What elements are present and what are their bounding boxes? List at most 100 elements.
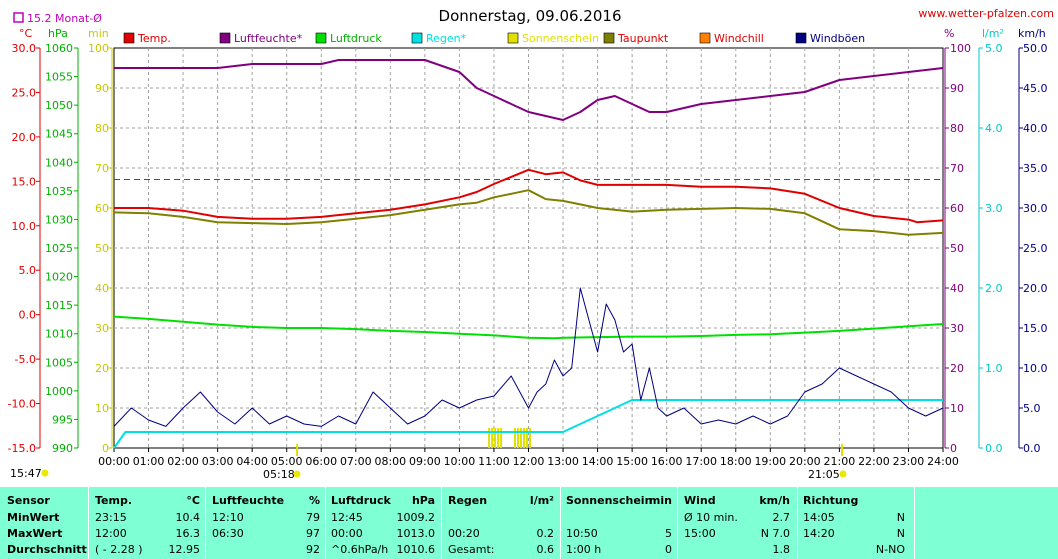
x-tick-label: 09:00	[409, 455, 441, 468]
summary-cell-temp-t: ( - 2.28 )	[95, 543, 143, 556]
minutes-axis-tick-label: 60	[95, 202, 109, 215]
legend-swatch	[411, 32, 423, 44]
unit-rain: l/m²	[982, 27, 1004, 40]
x-tick-label: 24:00	[927, 455, 959, 468]
summary-cell-hum-t: 12:10	[212, 511, 244, 524]
x-tick-label: 00:00	[98, 455, 130, 468]
summary-cell-temp-v: 10.4	[175, 511, 201, 524]
legend-swatch	[507, 32, 519, 44]
legend-label: Regen*	[426, 32, 467, 45]
pressure-axis-tick-label: 1050	[45, 99, 73, 112]
sunshine-bar	[528, 428, 531, 448]
summary-cell-dir-t: 14:05	[803, 511, 835, 524]
minutes-axis-tick-label: 80	[95, 122, 109, 135]
sun-icon	[41, 469, 49, 477]
minutes-axis-tick-label: 30	[95, 322, 109, 335]
series-line-humidity	[114, 59, 944, 121]
minutes-axis-tick-label: 0	[102, 442, 109, 455]
legend-swatch	[603, 32, 615, 44]
summary-cell-press-t: 00:00	[331, 527, 363, 540]
x-tick-label: 16:00	[651, 455, 683, 468]
summary-row-label: MaxWert	[7, 527, 63, 540]
summary-cell-dir-v: N	[896, 527, 905, 540]
temp-axis-tick-label: 20.0	[12, 131, 37, 144]
unit-humidity: %	[944, 27, 954, 40]
header-direction: Richtung	[803, 494, 859, 507]
x-tick-label: 11:00	[478, 455, 510, 468]
header-sunshine-unit: min	[648, 494, 672, 507]
summary-cell-wind-t: 15:00	[684, 527, 716, 540]
pressure-axis-tick-label: 1005	[45, 356, 73, 369]
header-rain-unit: l/m²	[529, 494, 554, 507]
pressure-axis-tick-label: 1060	[45, 42, 73, 55]
series-line-rain	[113, 399, 943, 449]
humidity-axis-tick-label: 70	[950, 162, 964, 175]
summary-cell-dir-v: N-NO	[875, 543, 905, 556]
humidity-axis-tick-label: 20	[950, 362, 964, 375]
pressure-axis-tick-label: 1020	[45, 271, 73, 284]
pressure-axis-tick-label: 1010	[45, 328, 73, 341]
summary-cell-dir-v: N	[896, 511, 905, 524]
x-tick-label: 17:00	[685, 455, 717, 468]
header-humidity-unit: %	[308, 494, 320, 507]
x-tick-label: 01:00	[133, 455, 165, 468]
summary-cell-sun-v: 5	[665, 527, 672, 540]
summary-cell-press-t: ^0.6hPa/h	[331, 543, 389, 556]
x-tick-label: 18:00	[720, 455, 752, 468]
summary-cell-press-v: 1009.2	[396, 511, 436, 524]
legend-label: Windböen	[810, 32, 865, 45]
wind-axis-tick-label: 45.0	[1023, 82, 1048, 95]
summary-cell-sun-t: 1:00 h	[566, 543, 602, 556]
legend-label: Sonnenschein	[522, 32, 599, 45]
summary-table: Sensor Temp. °C Luftfeuchte % Luftdruck …	[0, 487, 1058, 559]
header-humidity: Luftfeuchte	[212, 494, 285, 507]
summary-cell-wind-v: 2.7	[772, 511, 791, 524]
summary-cell-temp-v: 16.3	[175, 527, 201, 540]
temp-axis-tick-label: 5.0	[19, 264, 37, 277]
humidity-axis-tick-label: 50	[950, 242, 964, 255]
legend-label: Taupunkt	[617, 32, 669, 45]
legend-swatch	[219, 32, 231, 44]
humidity-axis-tick-label: 80	[950, 122, 964, 135]
pressure-axis-tick-label: 1025	[45, 242, 73, 255]
series-line-temp	[114, 168, 944, 224]
summary-cell-sun-t: 10:50	[566, 527, 598, 540]
summary-cell-sun-v: 0	[665, 543, 672, 556]
header-temp-unit: °C	[186, 494, 200, 507]
summary-cell-wind-v: 1.8	[772, 543, 791, 556]
pressure-axis-tick-label: 1035	[45, 185, 73, 198]
rain-axis-tick-label: 4.0	[985, 122, 1003, 135]
sunshine-bar	[519, 428, 522, 448]
x-tick-label: 21:00	[824, 455, 856, 468]
x-tick-label: 20:00	[789, 455, 821, 468]
wind-axis-tick-label: 5.0	[1023, 402, 1041, 415]
x-tick-label: 10:00	[444, 455, 476, 468]
legend-swatch	[123, 32, 135, 44]
header-temp: Temp.	[95, 494, 133, 507]
website-link[interactable]: www.wetter-pfalzen.com	[918, 7, 1054, 20]
summary-cell-rain-t: 00:20	[448, 527, 480, 540]
summary-row-label: MinWert	[7, 511, 60, 524]
header-sunshine: Sonnenschein	[566, 494, 653, 507]
minutes-axis-tick-label: 100	[88, 42, 109, 55]
summary-cell-wind-t: Ø 10 min.	[684, 511, 738, 524]
pressure-axis-tick-label: 1000	[45, 385, 73, 398]
summary-cell-wind-v: N 7.0	[760, 527, 790, 540]
legend: Temp. Luftfeuchte* Luftdruck Regen* Sonnensc…	[123, 32, 865, 45]
wind-axis-tick-label: 10.0	[1023, 362, 1048, 375]
x-tick-label: 03:00	[202, 455, 234, 468]
current-time-label: 15:47	[10, 467, 42, 480]
rain-axis-tick-label: 0.0	[985, 442, 1003, 455]
summary-cell-rain-t: Gesamt:	[448, 543, 495, 556]
header-wind-unit: km/h	[759, 494, 790, 507]
unit-pressure: hPa	[48, 27, 68, 40]
humidity-axis-tick-label: 60	[950, 202, 964, 215]
legend-label: Windchill	[714, 32, 764, 45]
minutes-axis-tick-label: 50	[95, 242, 109, 255]
humidity-axis-tick-label: 10	[950, 402, 964, 415]
x-tick-label: 19:00	[754, 455, 786, 468]
header-sensor: Sensor	[7, 494, 50, 507]
temp-axis-tick-label: 0.0	[19, 309, 37, 322]
humidity-axis-tick-label: 100	[950, 42, 971, 55]
x-tick-label: 14:00	[582, 455, 614, 468]
